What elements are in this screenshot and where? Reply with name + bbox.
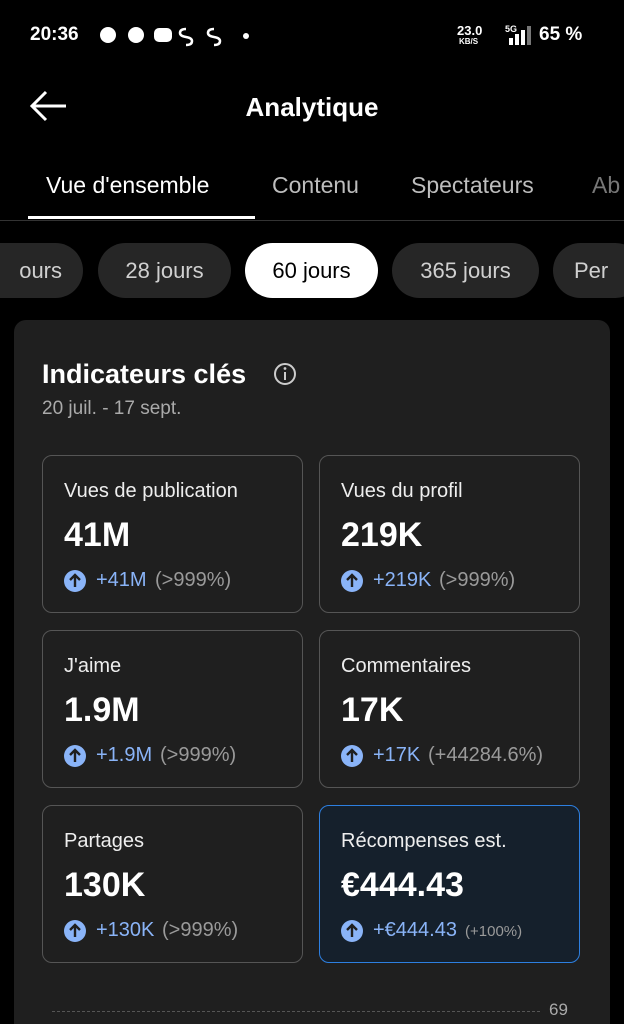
metric-percent: (>999%)	[155, 569, 232, 591]
metric-percent: (+100%)	[465, 923, 523, 940]
key-metrics-card: Indicateurs clés 20 juil. - 17 sept. 69 …	[14, 320, 610, 1024]
metric-label: J'aime	[64, 655, 122, 677]
period-pill[interactable]: Per	[553, 243, 624, 298]
trend-up-icon	[341, 570, 363, 592]
metric-change: +€444.43	[373, 919, 457, 941]
chart-tick: 69	[549, 1000, 568, 1019]
trend-up-icon	[64, 570, 86, 592]
tab-indicator	[28, 216, 255, 219]
tab[interactable]: Ab	[592, 172, 621, 198]
metric-change: +219K	[373, 569, 432, 591]
metric-change: +130K	[96, 919, 155, 941]
metric-change: +17K	[373, 744, 421, 766]
speed-unit: KB/S	[459, 37, 479, 46]
page-title: Analytique	[245, 92, 379, 122]
battery: 65 %	[539, 24, 583, 45]
chart-gridline	[52, 1011, 540, 1012]
trend-up-icon	[64, 745, 86, 767]
metric-label: Commentaires	[341, 655, 472, 677]
metric-percent: (>999%)	[160, 744, 237, 766]
tab[interactable]: Vue d'ensemble	[46, 172, 210, 198]
metric-value: 130K	[64, 866, 146, 904]
metric-label: Partages	[64, 830, 145, 852]
date-range: 20 juil. - 17 sept.	[42, 398, 182, 419]
divider	[0, 220, 624, 221]
trend-up-icon	[341, 920, 363, 942]
metric-value: 17K	[341, 691, 404, 729]
metric-change: +41M	[96, 569, 147, 591]
tab[interactable]: Contenu	[272, 172, 359, 198]
status-time: 20:36	[30, 24, 79, 45]
metric-value: €444.43	[341, 866, 464, 904]
metric-value: 41M	[64, 516, 131, 554]
signal-icon	[509, 26, 531, 45]
metric-label: Vues de publication	[64, 480, 238, 502]
notification-icons	[100, 27, 249, 47]
metric-change: +1.9M	[96, 744, 153, 766]
metric-label: Récompenses est.	[341, 830, 507, 852]
network-type: 5G	[505, 24, 518, 34]
period-pill[interactable]: 60 jours	[245, 243, 378, 298]
metric-value: 219K	[341, 516, 423, 554]
metric-percent: (>999%)	[439, 569, 516, 591]
period-pill[interactable]: 28 jours	[98, 243, 231, 298]
trend-up-icon	[341, 745, 363, 767]
card-title: Indicateurs clés	[42, 359, 247, 389]
metric-percent: (>999%)	[162, 919, 239, 941]
metric-value: 1.9M	[64, 691, 140, 729]
back-button[interactable]	[28, 90, 68, 122]
info-icon[interactable]	[273, 362, 297, 386]
network-speed: 23.0	[457, 23, 483, 38]
period-pill[interactable]: 365 jours	[392, 243, 539, 298]
metric-tile[interactable]: Récompenses est. €444.43 +€444.43 (+100%)	[319, 805, 580, 963]
metric-tile[interactable]: Vues de publication 41M +41M (>999%)	[42, 455, 303, 613]
period-pill[interactable]: ours	[0, 243, 83, 298]
metric-percent: (+44284.6%)	[428, 744, 544, 766]
trend-up-icon	[64, 920, 86, 942]
metric-tile[interactable]: J'aime 1.9M +1.9M (>999%)	[42, 630, 303, 788]
tab[interactable]: Spectateurs	[411, 172, 534, 198]
metric-tile[interactable]: Commentaires 17K +17K (+44284.6%)	[319, 630, 580, 788]
metric-tile[interactable]: Partages 130K +130K (>999%)	[42, 805, 303, 963]
metric-label: Vues du profil	[341, 480, 463, 502]
metric-tile[interactable]: Vues du profil 219K +219K (>999%)	[319, 455, 580, 613]
